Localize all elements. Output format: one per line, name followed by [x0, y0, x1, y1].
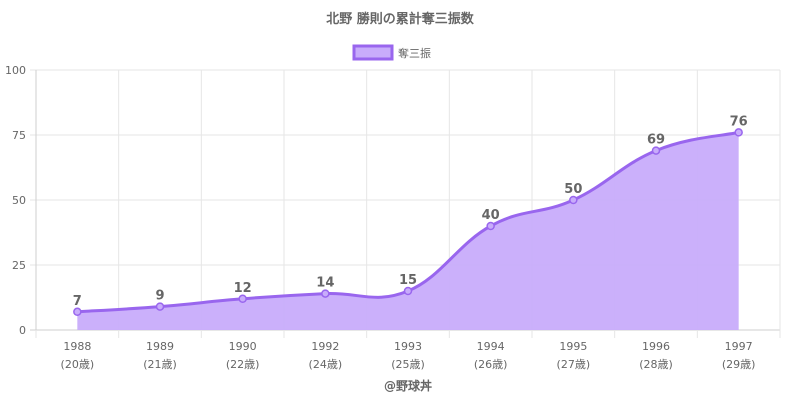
data-point[interactable] [734, 128, 743, 137]
data-point[interactable] [238, 294, 247, 304]
x-tick-label: 1988 [63, 340, 91, 353]
x-tick-label: 1997 [725, 340, 753, 353]
data-label: 7 [73, 294, 82, 309]
y-tick-label: 50 [12, 194, 26, 207]
data-label: 50 [564, 182, 582, 197]
series-area [73, 128, 743, 330]
y-tick-label: 25 [12, 259, 26, 272]
x-tick-sublabel: (27歳) [557, 358, 591, 371]
data-label: 12 [234, 281, 252, 296]
data-point[interactable] [155, 302, 165, 311]
x-tick-sublabel: (25歳) [391, 358, 425, 371]
x-tick-sublabel: (28歳) [639, 358, 673, 371]
y-tick-label: 75 [12, 129, 26, 142]
data-label: 40 [482, 208, 500, 223]
data-point[interactable] [486, 221, 495, 231]
x-tick-sublabel: (26歳) [474, 358, 508, 371]
y-tick-label: 100 [5, 64, 26, 77]
x-tick-label: 1990 [229, 340, 257, 353]
data-label: 76 [730, 114, 748, 129]
data-point[interactable] [569, 195, 578, 205]
x-tick-label: 1989 [146, 340, 174, 353]
data-point[interactable] [403, 286, 413, 296]
chart-title: 北野 勝則の累計奪三振数 [326, 11, 475, 27]
data-point[interactable] [321, 289, 330, 298]
x-tick-sublabel: (21歳) [143, 358, 177, 371]
data-labels: 7 9 12 14 15 40 50 69 76 [73, 114, 748, 308]
x-tick-sublabel: (29歳) [722, 358, 756, 371]
legend-label: 奪三振 [398, 46, 431, 60]
axes: 0 25 50 75 100 1988 (20歳) 1989 (21歳) 1990 (22歳) 199… [5, 64, 755, 371]
x-tick-label: 1992 [311, 340, 339, 353]
data-label: 15 [399, 273, 417, 288]
legend-swatch [352, 44, 394, 61]
data-point[interactable] [73, 307, 82, 317]
y-tick-label: 0 [19, 324, 26, 337]
x-tick-label: 1995 [559, 340, 587, 353]
x-tick-label: 1993 [394, 340, 422, 353]
x-tick-sublabel: (24歳) [309, 358, 343, 371]
x-tick-sublabel: (22歳) [226, 358, 260, 371]
series-area-fill [77, 132, 739, 330]
data-label: 9 [155, 289, 164, 304]
x-tick-label: 1996 [642, 340, 670, 353]
x-tick-label: 1994 [477, 340, 505, 353]
data-label: 14 [316, 276, 334, 291]
x-tick-sublabel: (20歳) [61, 358, 95, 371]
credit-text: @野球丼 [384, 378, 432, 393]
data-label: 69 [647, 133, 665, 148]
data-point[interactable] [651, 146, 661, 155]
legend[interactable]: 奪三振 [352, 44, 431, 61]
